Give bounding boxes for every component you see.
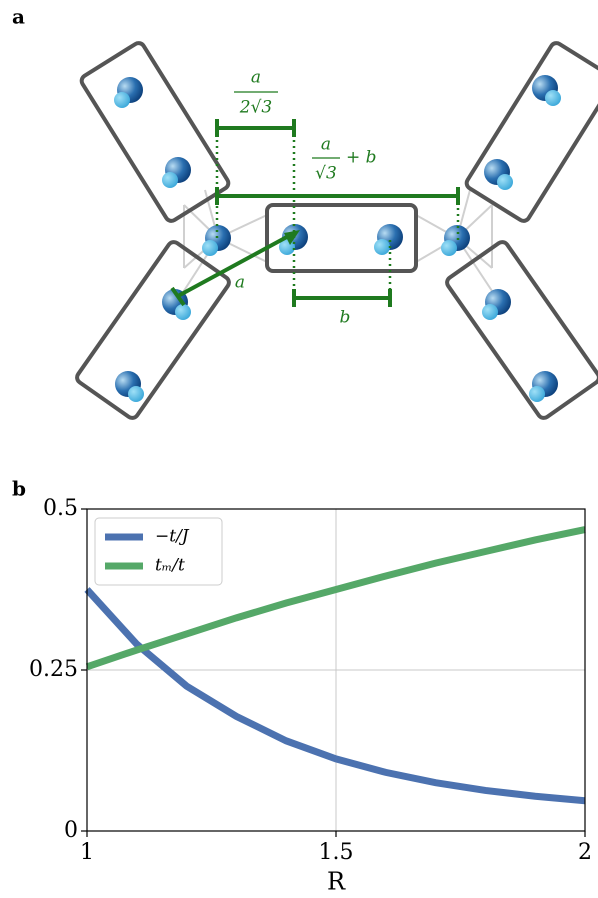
math-label: 2√3 (239, 98, 272, 118)
y-tick-label: 0 (64, 818, 78, 843)
legend-label: tₘ/t (155, 556, 185, 576)
atom-small (529, 386, 545, 402)
arrow (170, 230, 297, 307)
math-label: a (251, 68, 261, 88)
line-series (84, 587, 586, 805)
y-tick-label: 0.25 (29, 657, 78, 682)
unit-box (464, 41, 598, 223)
bracket (215, 187, 460, 205)
molecule (484, 159, 513, 190)
line-series (85, 526, 586, 671)
diagram: a 2√3 a √3 + b a b (75, 41, 598, 420)
x-axis-label: R (327, 868, 346, 896)
atom-small (114, 92, 130, 108)
atom-small (202, 240, 218, 256)
unit-box (445, 240, 598, 420)
molecule (115, 371, 144, 402)
x-tick-label: 1 (80, 840, 94, 865)
x-tick-label: 2 (578, 840, 592, 865)
molecule (532, 75, 561, 106)
molecule (482, 289, 511, 320)
bracket (292, 289, 392, 307)
legend-label: −t/J (155, 527, 190, 547)
panel-label: a (12, 5, 25, 29)
molecule (114, 77, 143, 108)
y-tick-label: 0.5 (43, 496, 78, 521)
atom-small (162, 172, 178, 188)
arrow-head (284, 230, 300, 245)
unit-box (75, 240, 231, 420)
atom-small (545, 90, 561, 106)
panel-label: b (12, 477, 26, 501)
plot-frame (86, 508, 586, 832)
molecule (374, 224, 403, 255)
x-tick-label: 1.5 (319, 840, 354, 865)
atom-small (497, 174, 513, 190)
atom-small (482, 304, 498, 320)
math-label: + b (346, 148, 377, 168)
chart: 1 1.5 2 0 0.25 0.5 R −t/J tₘ/t (29, 496, 592, 896)
bracket (215, 119, 296, 137)
atom-small (128, 386, 144, 402)
unit-box (265, 203, 418, 273)
math-label: a (321, 135, 331, 155)
atom-small (175, 304, 191, 320)
molecule (529, 371, 558, 402)
atom-small (374, 239, 390, 255)
molecule (202, 225, 231, 256)
atom-small (441, 240, 457, 256)
unit-box (79, 41, 231, 223)
math-label: a (235, 273, 245, 293)
math-label: b (340, 308, 351, 328)
molecule (162, 157, 191, 188)
math-label: √3 (315, 164, 337, 184)
